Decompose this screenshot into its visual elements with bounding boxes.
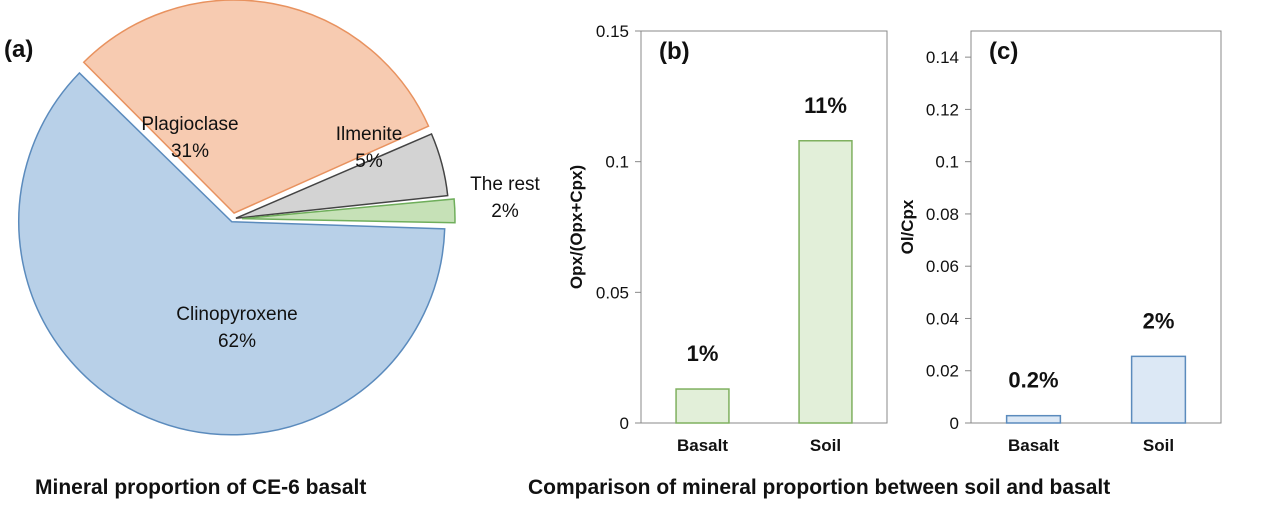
pie-slice-label: Ilmenite: [336, 124, 403, 145]
data-label: 2%: [1143, 308, 1175, 333]
y-tick-label: 0.14: [926, 48, 959, 67]
panel-label: (c): [989, 38, 1018, 65]
y-tick-label: 0.12: [926, 100, 959, 119]
pie-slice-plagioclase: [82, 0, 430, 214]
data-label: 1%: [687, 341, 719, 366]
y-axis-label: Ol/Cpx: [898, 199, 917, 254]
x-tick-label: Basalt: [677, 436, 728, 455]
plot-frame: [970, 30, 1222, 424]
y-tick-label: 0.05: [596, 283, 629, 302]
pie-slice-value: 2%: [491, 201, 519, 222]
y-tick-label: 0.1: [605, 153, 629, 172]
x-tick-label: Soil: [1143, 436, 1174, 455]
bar-basalt: [1005, 414, 1062, 424]
pie-slice-the-rest: [241, 198, 456, 224]
data-label: 0.2%: [1008, 368, 1058, 393]
y-axis-label: Opx/(Opx+Cpx): [567, 165, 586, 289]
pie-slice-value: 5%: [355, 151, 383, 172]
y-tick-label: 0.08: [926, 205, 959, 224]
pie-slice-ilmenite: [235, 133, 449, 219]
pie-slice-label: Clinopyroxene: [176, 304, 297, 325]
pie-slice-label: The rest: [470, 174, 540, 195]
y-tick-label: 0.06: [926, 257, 959, 276]
x-tick-label: Basalt: [1008, 436, 1059, 455]
y-tick-label: 0.15: [596, 22, 629, 41]
y-tick-label: 0: [950, 414, 959, 433]
bar-soil: [798, 140, 853, 424]
x-tick-label: Soil: [810, 436, 841, 455]
pie-slice-value: 62%: [218, 331, 256, 352]
y-tick-label: 0.04: [926, 309, 959, 328]
data-label: 11%: [804, 93, 847, 118]
panel-label: (b): [659, 38, 690, 65]
plot-frame: [640, 30, 888, 424]
pie-slice-clinopyroxene: [18, 71, 446, 436]
pie-caption: Mineral proportion of CE-6 basalt: [35, 476, 367, 499]
bar-caption: Comparison of mineral proportion between…: [528, 476, 1111, 499]
pie-slice-value: 31%: [171, 141, 209, 162]
y-tick-label: 0.02: [926, 362, 959, 381]
y-tick-label: 0.1: [935, 153, 959, 172]
pie-panel-label: (a): [4, 36, 33, 63]
y-tick-label: 0: [620, 414, 629, 433]
bar-basalt: [675, 388, 730, 424]
bar-soil: [1130, 355, 1187, 424]
pie-slice-label: Plagioclase: [141, 114, 238, 135]
